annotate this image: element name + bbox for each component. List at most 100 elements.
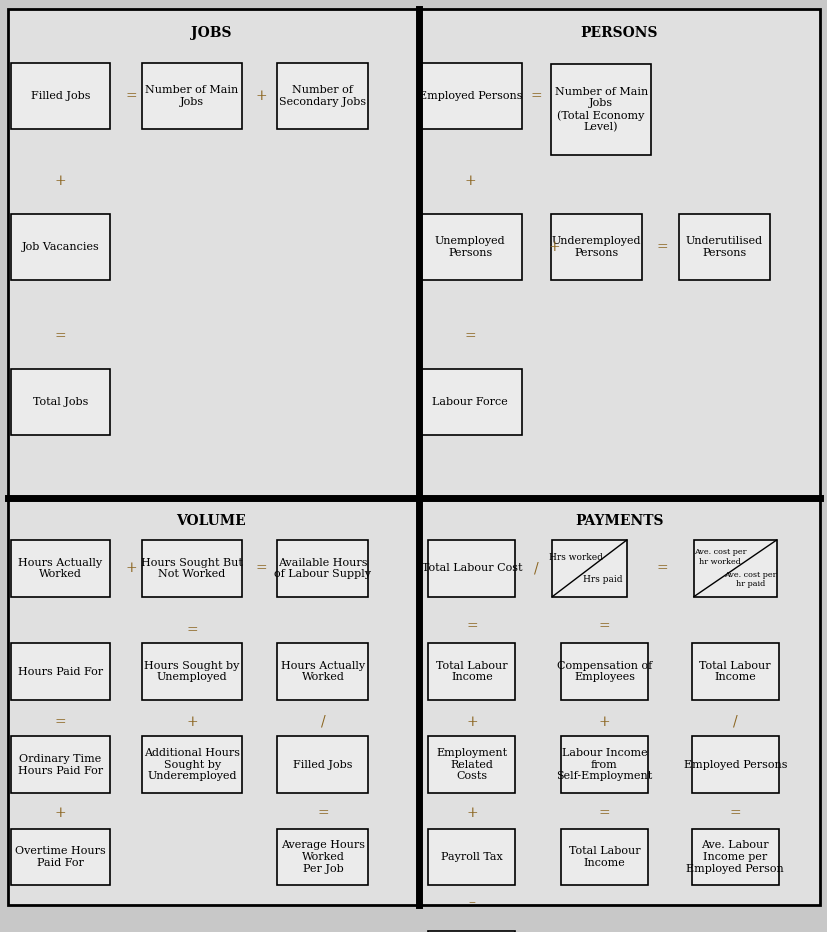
Text: =: = bbox=[464, 329, 476, 343]
Bar bbox=[11, 369, 110, 435]
Text: +: + bbox=[598, 715, 609, 729]
Bar bbox=[428, 643, 514, 700]
Text: /: / bbox=[320, 715, 325, 729]
Bar bbox=[142, 643, 241, 700]
Bar bbox=[277, 63, 368, 129]
Text: Hours Paid For: Hours Paid For bbox=[18, 666, 103, 677]
Bar bbox=[691, 736, 777, 793]
Bar bbox=[550, 213, 641, 280]
Bar bbox=[428, 829, 514, 885]
Text: +: + bbox=[464, 174, 476, 188]
Bar bbox=[8, 9, 418, 498]
Text: Hours Sought But
Not Worked: Hours Sought But Not Worked bbox=[141, 557, 243, 579]
Bar bbox=[428, 540, 514, 596]
Text: +: + bbox=[466, 715, 477, 729]
Text: =: = bbox=[656, 561, 667, 575]
Text: =: = bbox=[55, 715, 66, 729]
Text: Ave. Labour
Income per
Employed Person: Ave. Labour Income per Employed Person bbox=[686, 841, 783, 873]
Bar bbox=[418, 9, 819, 498]
Text: Underutilised
Persons: Underutilised Persons bbox=[685, 236, 762, 257]
Text: Labour Income
from
Self-Employment: Labour Income from Self-Employment bbox=[556, 748, 652, 781]
Text: Hours Actually
Worked: Hours Actually Worked bbox=[280, 661, 365, 682]
Text: Total Labour Cost: Total Labour Cost bbox=[421, 563, 522, 573]
Text: Unemployed
Persons: Unemployed Persons bbox=[434, 236, 505, 257]
Text: =: = bbox=[256, 561, 267, 575]
Text: =: = bbox=[656, 240, 667, 254]
Text: PERSONS: PERSONS bbox=[580, 26, 657, 40]
Bar bbox=[277, 829, 368, 885]
Text: Payroll Tax: Payroll Tax bbox=[441, 852, 502, 862]
Bar bbox=[277, 540, 368, 596]
Text: +: + bbox=[186, 715, 198, 729]
Text: +: + bbox=[125, 561, 136, 575]
Text: /: / bbox=[533, 561, 538, 575]
Text: =: = bbox=[530, 89, 542, 103]
Text: –: – bbox=[468, 895, 475, 909]
Bar bbox=[418, 63, 521, 129]
Text: Overtime Hours
Paid For: Overtime Hours Paid For bbox=[15, 846, 106, 868]
Bar bbox=[11, 643, 110, 700]
Text: +: + bbox=[256, 89, 267, 103]
Text: Ave. cost per
hr paid: Ave. cost per hr paid bbox=[723, 571, 776, 588]
Text: +: + bbox=[55, 174, 66, 188]
Bar bbox=[552, 540, 626, 596]
Text: VOLUME: VOLUME bbox=[176, 514, 246, 528]
Bar bbox=[142, 63, 241, 129]
Text: JOBS: JOBS bbox=[191, 26, 231, 40]
Bar bbox=[277, 736, 368, 793]
Text: /: / bbox=[732, 715, 737, 729]
Text: =: = bbox=[317, 806, 328, 820]
Text: +: + bbox=[548, 240, 560, 254]
Text: PAYMENTS: PAYMENTS bbox=[575, 514, 662, 528]
Bar bbox=[428, 736, 514, 793]
Text: Job Vacancies: Job Vacancies bbox=[22, 241, 99, 252]
Bar bbox=[551, 64, 650, 156]
Text: Number of
Secondary Jobs: Number of Secondary Jobs bbox=[279, 85, 366, 107]
Text: Hrs paid: Hrs paid bbox=[582, 575, 622, 584]
Text: =: = bbox=[598, 619, 609, 633]
Text: Hrs worked: Hrs worked bbox=[548, 553, 602, 561]
Text: =: = bbox=[125, 89, 136, 103]
Text: Employed Persons: Employed Persons bbox=[418, 91, 521, 101]
Bar bbox=[691, 643, 777, 700]
Text: Available Hours
of Labour Supply: Available Hours of Labour Supply bbox=[274, 557, 371, 579]
Text: Total Jobs: Total Jobs bbox=[33, 397, 88, 407]
Text: =: = bbox=[598, 806, 609, 820]
Bar bbox=[11, 829, 110, 885]
Text: Number of Main
Jobs
(Total Economy
Level): Number of Main Jobs (Total Economy Level… bbox=[554, 87, 647, 132]
Bar bbox=[693, 540, 776, 596]
Text: Average Hours
Worked
Per Job: Average Hours Worked Per Job bbox=[280, 841, 365, 873]
Text: =: = bbox=[186, 624, 198, 637]
Text: Number of Main
Jobs: Number of Main Jobs bbox=[146, 85, 238, 107]
Text: Hours Sought by
Unemployed: Hours Sought by Unemployed bbox=[144, 661, 240, 682]
Text: =: = bbox=[466, 619, 477, 633]
Text: +: + bbox=[55, 806, 66, 820]
Bar bbox=[418, 369, 521, 435]
Bar bbox=[11, 540, 110, 596]
Bar bbox=[11, 63, 110, 129]
Bar bbox=[561, 736, 647, 793]
Bar bbox=[418, 213, 521, 280]
Text: Employed Persons: Employed Persons bbox=[683, 760, 786, 770]
Text: Additional Hours
Sought by
Underemployed: Additional Hours Sought by Underemployed bbox=[144, 748, 240, 781]
Bar bbox=[418, 498, 819, 905]
Text: =: = bbox=[729, 806, 740, 820]
Bar bbox=[11, 736, 110, 793]
Text: Labour Force: Labour Force bbox=[432, 397, 508, 407]
Text: Filled Jobs: Filled Jobs bbox=[31, 91, 90, 101]
Text: Underemployed
Persons: Underemployed Persons bbox=[551, 236, 640, 257]
Bar bbox=[142, 540, 241, 596]
Text: Compensation of
Employees: Compensation of Employees bbox=[556, 661, 652, 682]
Text: Total Labour
Income: Total Labour Income bbox=[699, 661, 770, 682]
Bar bbox=[561, 643, 647, 700]
Text: +: + bbox=[466, 806, 477, 820]
Bar bbox=[8, 498, 418, 905]
Text: Total Labour
Income: Total Labour Income bbox=[568, 846, 639, 868]
Bar bbox=[561, 829, 647, 885]
Text: Ave. cost per
hr worked: Ave. cost per hr worked bbox=[693, 548, 746, 566]
Bar bbox=[277, 643, 368, 700]
Bar bbox=[11, 213, 110, 280]
Text: Hours Actually
Worked: Hours Actually Worked bbox=[18, 557, 103, 579]
Bar bbox=[691, 829, 777, 885]
Bar bbox=[678, 213, 769, 280]
